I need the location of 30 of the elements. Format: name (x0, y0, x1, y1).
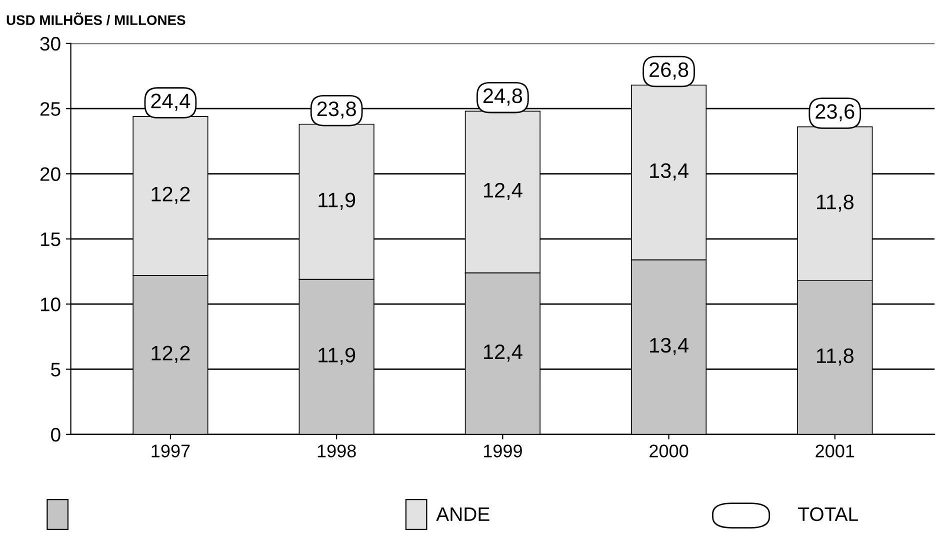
data-label: 11,9 (318, 192, 356, 210)
data-label: 11,9 (318, 348, 356, 365)
data-label: 12,4 (484, 182, 522, 200)
y-tick-label: 25 (40, 102, 60, 116)
x-tick-label: 2000 (650, 444, 688, 458)
data-label: 12,2 (152, 346, 190, 363)
total-label: 24,8 (483, 88, 522, 106)
y-tick-label: 5 (51, 362, 60, 376)
total-label: 26,8 (650, 62, 688, 80)
data-label: 11,8 (816, 348, 854, 366)
x-tick-label: 1997 (152, 444, 190, 458)
total-label: 24,4 (151, 94, 190, 111)
data-label: 11,8 (816, 194, 854, 212)
total-label: 23,6 (816, 104, 854, 122)
y-tick-label: 30 (40, 36, 60, 51)
data-label: 13,4 (650, 338, 688, 356)
y-tick-label: 20 (40, 167, 60, 181)
y-axis-title: USD MILHÕES / MILLONES (6, 12, 186, 26)
data-label: 12,4 (484, 344, 522, 362)
legend-label: ANDE (436, 508, 490, 521)
y-tick-label: 0 (51, 428, 60, 442)
text: TOTAL (798, 507, 858, 522)
y-tick-label: 15 (40, 232, 60, 246)
total-label: 23,8 (317, 101, 356, 119)
x-tick-label: 2001 (816, 444, 854, 458)
y-tick-label: 10 (40, 298, 60, 312)
x-tick-label: 1998 (318, 444, 356, 458)
data-label: 13,4 (650, 163, 688, 181)
x-tick-label: 1999 (484, 444, 522, 458)
data-label: 12,2 (152, 186, 190, 204)
